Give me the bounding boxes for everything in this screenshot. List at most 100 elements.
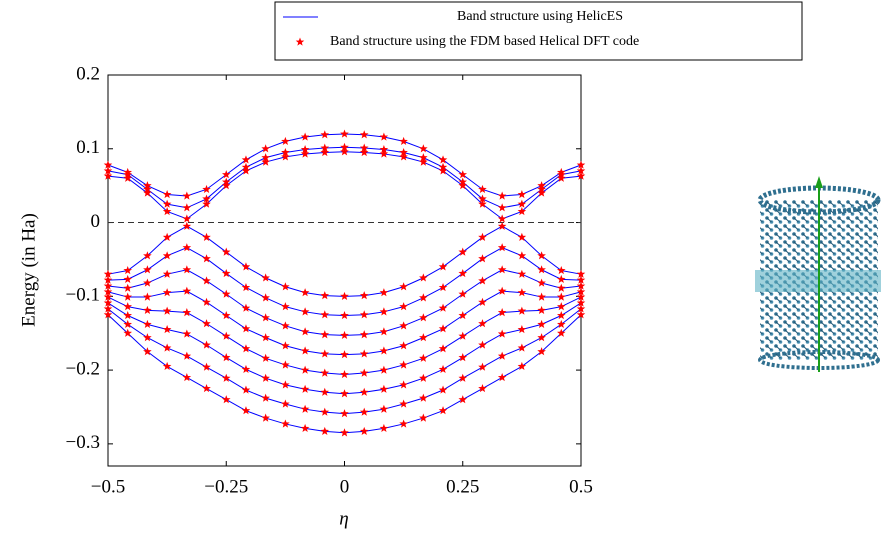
band-marker — [300, 346, 310, 355]
band-marker — [537, 265, 546, 274]
band-marker — [478, 297, 487, 306]
band-marker — [379, 149, 389, 158]
band-marker — [458, 247, 468, 256]
band-line — [107, 151, 582, 220]
band-marker — [261, 393, 270, 402]
band-marker — [182, 265, 192, 274]
band-marker — [497, 286, 507, 295]
band-marker — [438, 155, 448, 164]
band-marker — [419, 144, 428, 153]
band-marker — [458, 181, 468, 190]
y-tick-label: −0.1 — [66, 285, 100, 306]
band-marker — [497, 372, 507, 382]
band-marker — [517, 361, 527, 371]
band-marker — [103, 292, 113, 301]
band-marker — [359, 407, 369, 416]
x-tick-label: 0 — [340, 476, 350, 497]
band-line — [107, 308, 582, 415]
band-marker — [202, 232, 211, 241]
band-marker — [359, 330, 369, 339]
band-marker — [517, 343, 527, 352]
band-marker — [300, 404, 310, 413]
band-marker — [478, 194, 487, 203]
band-marker — [162, 232, 172, 241]
band-marker — [379, 307, 389, 316]
band-marker — [182, 214, 192, 223]
band-marker — [123, 173, 132, 182]
band-marker — [478, 199, 487, 208]
band-marker — [162, 190, 172, 199]
band-marker — [419, 413, 428, 422]
band-marker — [162, 325, 172, 334]
band-marker — [517, 306, 527, 315]
band-marker — [221, 331, 231, 340]
band-marker — [576, 160, 586, 169]
band-marker — [123, 302, 132, 311]
band-marker — [221, 170, 231, 179]
band-marker — [576, 166, 586, 175]
band-marker — [497, 214, 507, 223]
y-tick-label: −0.2 — [66, 358, 100, 379]
band-marker — [359, 130, 369, 139]
band-marker — [300, 365, 310, 374]
band-marker — [123, 319, 132, 328]
band-marker — [478, 184, 487, 193]
band-marker — [261, 313, 270, 322]
band-line — [107, 146, 582, 209]
band-marker — [320, 143, 330, 152]
band-marker — [359, 147, 369, 157]
band-marker — [399, 399, 408, 408]
band-marker — [300, 327, 310, 336]
band-marker — [557, 319, 566, 328]
band-marker — [557, 283, 566, 292]
band-marker — [123, 266, 132, 275]
band-marker — [379, 346, 389, 355]
band-marker — [497, 351, 507, 360]
band-marker — [438, 324, 448, 333]
x-tick-label: 0.25 — [446, 476, 479, 497]
band-marker — [557, 302, 566, 311]
band-marker — [399, 302, 408, 311]
band-marker — [340, 350, 349, 359]
legend — [274, 1, 803, 61]
band-marker — [458, 353, 468, 362]
band-marker — [359, 143, 369, 152]
band-marker — [537, 347, 546, 356]
band-marker — [202, 276, 211, 285]
band-marker — [202, 384, 211, 393]
band-marker — [557, 274, 566, 283]
y-axis-label: Energy (in Ha) — [18, 213, 39, 327]
legend-label: Band structure using the FDM based Helic… — [330, 34, 639, 49]
band-marker — [221, 181, 231, 190]
band-marker — [261, 153, 270, 162]
band-marker — [143, 319, 152, 328]
band-marker — [241, 406, 251, 415]
band-marker — [478, 276, 487, 285]
band-marker — [182, 203, 192, 212]
band-marker — [458, 311, 468, 320]
band-marker — [162, 343, 172, 352]
x-tick-label: 0.5 — [569, 476, 593, 497]
band-marker — [123, 292, 132, 301]
y-tick-label: −0.3 — [66, 432, 100, 453]
band-marker — [143, 265, 152, 274]
band-marker — [202, 254, 211, 263]
band-marker — [221, 289, 231, 298]
band-marker — [438, 406, 448, 415]
band-marker — [399, 282, 408, 291]
band-marker — [221, 268, 231, 278]
band-marker — [537, 188, 546, 197]
band-marker — [438, 364, 448, 373]
band-marker — [557, 328, 566, 337]
x-tick-label: −0.25 — [204, 476, 248, 497]
band-marker — [241, 385, 251, 394]
band-marker — [281, 341, 290, 350]
band-marker — [221, 353, 231, 362]
band-marker — [162, 251, 172, 260]
band-marker — [241, 282, 251, 292]
band-marker — [399, 380, 408, 389]
band-marker — [202, 340, 211, 349]
band-marker — [379, 145, 389, 154]
band-marker — [517, 190, 527, 199]
band-marker — [576, 171, 586, 180]
